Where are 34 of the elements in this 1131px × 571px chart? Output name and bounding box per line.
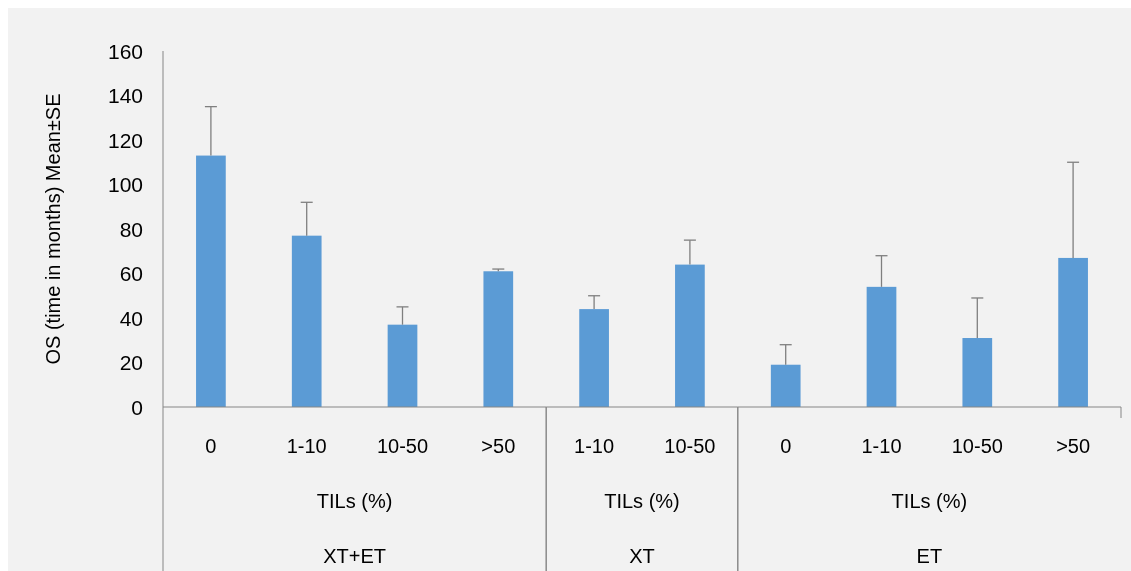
x-tick-label: 1-10: [574, 435, 615, 457]
text: XT+ET: [323, 545, 386, 567]
bar: [483, 271, 514, 407]
x-tick-label: 10-50: [376, 435, 429, 457]
y-tick-label: 120: [107, 128, 143, 152]
x-tick-label: 10-50: [664, 435, 716, 457]
y-tick-label: 80: [119, 217, 143, 241]
bar: [770, 364, 801, 407]
bar: [387, 324, 418, 407]
bar: [866, 286, 897, 407]
y-tick-label: 160: [107, 39, 143, 63]
x-tick-label: >50: [481, 435, 516, 457]
y-tick-label: 100: [107, 173, 143, 196]
x-axis-title: TILs (%): [316, 490, 393, 512]
x-tick-label: >50: [1056, 435, 1091, 457]
y-tick-label: 20: [119, 351, 143, 374]
x-tick-label: 1-10: [861, 435, 902, 457]
bar: [291, 235, 322, 407]
y-tick-label: 40: [119, 306, 143, 330]
x-tick-label: 10-50: [951, 435, 1003, 457]
x-axis-title: TILs (%): [604, 490, 680, 512]
y-tick-label: 60: [119, 262, 143, 285]
x-axis-title: TILs (%): [891, 490, 968, 512]
y-tick-label: 0: [131, 395, 143, 419]
x-tick-label: 1-10: [286, 435, 327, 457]
text: ET: [916, 545, 943, 567]
bar: [196, 155, 226, 407]
text: XT: [629, 545, 655, 567]
y-tick-label: 140: [107, 84, 143, 107]
bar: [962, 338, 993, 407]
y-axis-title: OS (time in months) Mean±SE: [42, 93, 64, 365]
bar: [1058, 257, 1088, 407]
x-tick-label: 0: [205, 435, 217, 457]
x-tick-label: 0: [780, 435, 792, 457]
